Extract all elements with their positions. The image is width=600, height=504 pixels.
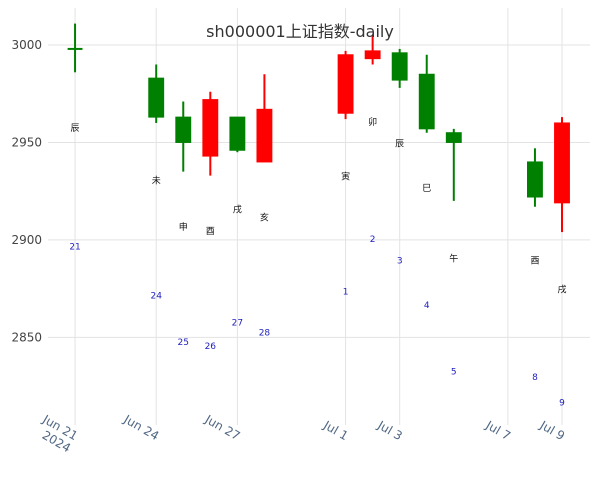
candle-body	[175, 116, 192, 143]
candle-body	[554, 122, 570, 204]
x-tick-label: Jun 27	[202, 412, 243, 444]
day-annotation: 28	[259, 328, 271, 338]
x-tick-label: Jun 24	[121, 412, 162, 444]
grid-layer	[48, 8, 590, 425]
candle	[527, 148, 543, 207]
y-tick-label: 2950	[11, 135, 42, 149]
y-tick-label: 3000	[11, 38, 42, 52]
x-tick-group: Jun 27	[202, 412, 243, 444]
x-tick-label: Jul 1	[320, 418, 350, 444]
candle	[445, 128, 462, 201]
candle	[554, 117, 570, 233]
candle	[175, 101, 192, 172]
candle	[256, 74, 273, 163]
zodiac-annotation: 亥	[260, 211, 269, 223]
day-annotation: 3	[397, 256, 403, 266]
zodiac-annotation: 午	[449, 252, 458, 264]
day-annotation: 9	[559, 399, 565, 409]
day-annotation: 5	[451, 367, 457, 377]
y-tick-label: 2850	[11, 330, 42, 344]
chart-title: sh000001上证指数-daily	[206, 22, 394, 41]
day-annotation: 24	[150, 291, 162, 301]
candle	[202, 91, 219, 176]
x-tick-group: Jul 9	[537, 418, 567, 444]
zodiac-annotation: 卯	[368, 117, 377, 128]
candle-body	[418, 73, 435, 130]
day-annotation: 21	[69, 243, 80, 253]
zodiac-annotation: 未	[152, 174, 161, 186]
x-tick-group: Jul 3	[374, 418, 404, 444]
zodiac-annotation: 申	[179, 221, 188, 233]
x-tick-label: Jul 7	[483, 418, 513, 444]
zodiac-annotation: 巳	[422, 183, 431, 194]
x-tick-group: Jun 24	[121, 412, 162, 444]
candle	[229, 116, 246, 153]
zodiac-annotation: 寅	[341, 170, 350, 182]
candle-layer	[67, 23, 570, 233]
day-annotation: 2	[370, 235, 376, 245]
candle	[418, 54, 435, 133]
day-annotation: 27	[232, 319, 243, 329]
zodiac-annotation: 戌	[233, 204, 242, 216]
y-tick-label: 2900	[11, 233, 42, 247]
candle-body	[202, 99, 219, 157]
day-annotation: 26	[205, 342, 217, 352]
day-annotation: 25	[178, 338, 189, 348]
day-annotation: 4	[424, 301, 430, 311]
candle	[67, 23, 83, 73]
candle-body	[256, 108, 273, 163]
candle-body	[364, 50, 381, 60]
candle	[337, 50, 354, 120]
candle	[364, 35, 381, 65]
zodiac-annotation: 辰	[71, 123, 80, 134]
zodiac-annotation: 酉	[206, 226, 215, 237]
x-tick-group: Jul 1	[320, 418, 350, 444]
candle-body	[229, 116, 246, 151]
x-tick-label: Jul 9	[537, 418, 567, 444]
candle	[148, 64, 165, 123]
candle-body	[445, 132, 462, 143]
candle-body	[527, 161, 543, 198]
x-tick-group: Jul 7	[483, 418, 513, 444]
candle	[391, 48, 408, 88]
candle-body	[337, 54, 354, 114]
day-annotation: 8	[532, 373, 538, 383]
zodiac-annotation: 辰	[395, 138, 404, 149]
zodiac-annotation: 酉	[530, 255, 539, 266]
candle-body	[148, 77, 165, 118]
x-tick-label: Jul 3	[374, 418, 404, 444]
candle-body	[391, 52, 408, 81]
zodiac-annotation: 戌	[557, 283, 566, 295]
day-annotation: 1	[343, 287, 349, 297]
